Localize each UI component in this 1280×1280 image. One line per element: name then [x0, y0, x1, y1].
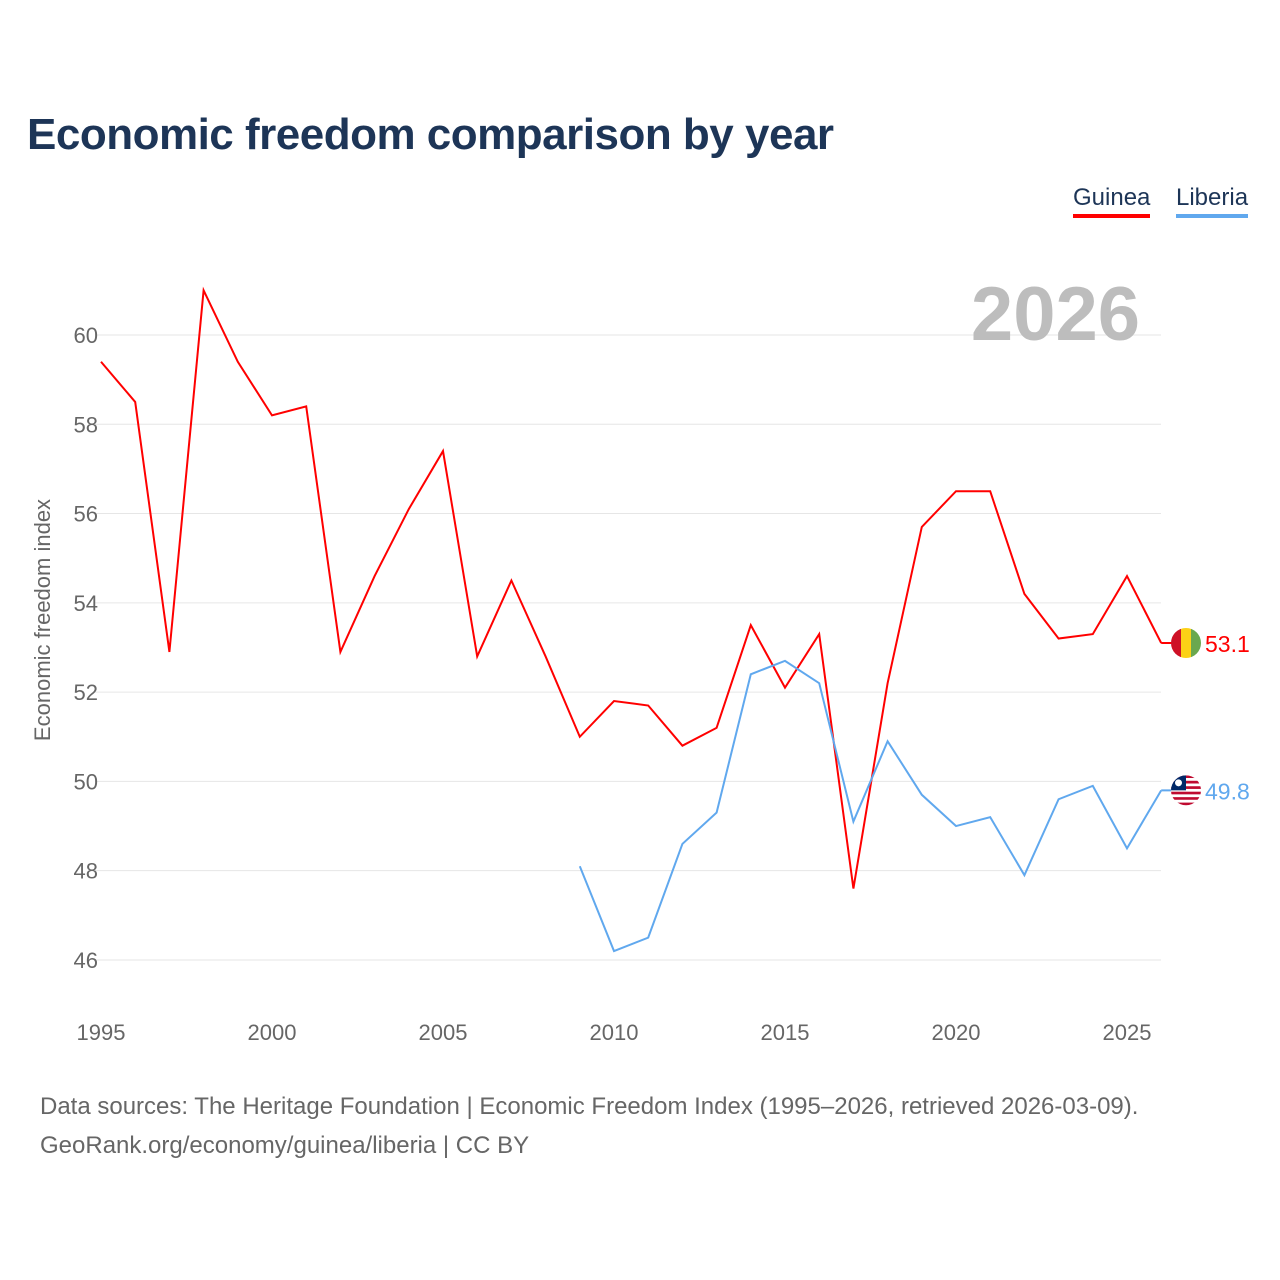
y-tick-label: 50	[74, 769, 98, 794]
y-tick-label: 52	[74, 680, 98, 705]
legend-guinea[interactable]: Guinea	[1073, 184, 1151, 218]
x-tick-label: 2000	[248, 1020, 297, 1045]
line-chart: 46 48 50 52 54 56 58 60 1995 2000 2005 2010 2015 2020…	[30, 272, 1250, 1045]
source-note: Data sources: The Heritage Foundation | …	[40, 1087, 1138, 1165]
end-value-label: 53.1	[1205, 631, 1250, 657]
x-tick-label: 2015	[761, 1020, 810, 1045]
series-line-liberia	[578, 659, 1163, 953]
y-tick-label: 48	[74, 859, 98, 884]
liberia-flag-icon	[1171, 775, 1201, 806]
legend-liberia[interactable]: Liberia	[1176, 184, 1249, 218]
y-tick-label: 46	[74, 948, 98, 973]
series-line-guinea	[100, 286, 1163, 889]
y-tick-label: 60	[74, 323, 98, 348]
x-tick-label: 2020	[932, 1020, 981, 1045]
source-link[interactable]: GeoRank.org/economy/guinea/liberia | CC …	[40, 1132, 530, 1159]
x-tick-label: 2005	[419, 1020, 468, 1045]
x-tick-label: 1995	[77, 1020, 126, 1045]
y-axis-label: Economic freedom index	[30, 499, 55, 741]
x-tick-label: 2025	[1103, 1020, 1152, 1045]
source-line: Data sources: The Heritage Foundation | …	[40, 1093, 1139, 1120]
chart-title: Economic freedom comparison by year	[27, 110, 834, 159]
x-tick-label: 2010	[590, 1020, 639, 1045]
y-tick-label: 56	[74, 502, 98, 527]
y-tick-label: 54	[74, 591, 98, 616]
y-tick-label: 58	[74, 412, 98, 437]
end-value-label: 49.8	[1205, 778, 1250, 804]
guinea-flag-icon	[1171, 628, 1201, 659]
year-watermark: 2026	[971, 272, 1140, 357]
